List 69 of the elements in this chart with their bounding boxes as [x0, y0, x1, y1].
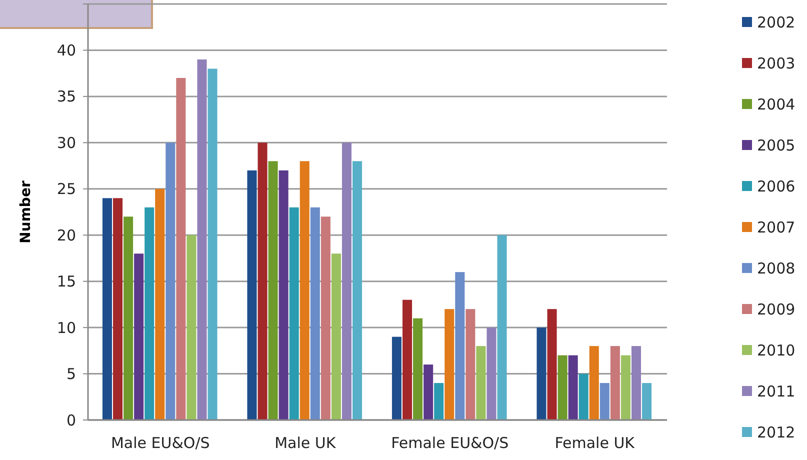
- bar: [331, 254, 341, 420]
- y-tick-label: 20: [56, 226, 76, 244]
- bar: [176, 78, 186, 420]
- bar: [268, 161, 278, 420]
- y-tick-label: 10: [56, 318, 76, 337]
- legend-label: 2011: [757, 382, 796, 400]
- bar: [134, 254, 144, 420]
- bar: [620, 355, 630, 420]
- bar: [166, 142, 176, 420]
- bar: [197, 59, 207, 420]
- bar: [568, 355, 578, 420]
- bar: [424, 364, 434, 420]
- y-tick-label: 30: [56, 134, 76, 152]
- y-axis-title: Number: [18, 180, 34, 244]
- bar: [413, 318, 423, 420]
- legend-label: 2010: [757, 341, 796, 360]
- bar: [124, 216, 134, 420]
- bar: [186, 235, 196, 420]
- bar: [642, 383, 652, 420]
- legend-label: 2008: [757, 259, 796, 278]
- bar: [247, 170, 257, 420]
- legend-label: 2002: [757, 13, 796, 32]
- y-tick-label: 40: [56, 41, 76, 60]
- bar: [258, 142, 268, 420]
- bar: [402, 300, 412, 420]
- y-tick-label: 35: [56, 88, 76, 106]
- bar: [102, 198, 112, 420]
- x-tick-label: Female EU&O/S: [391, 434, 509, 452]
- x-tick-label: Male EU&O/S: [110, 434, 210, 452]
- bar: [278, 170, 288, 420]
- bar: [155, 188, 165, 420]
- x-tick-label: Male UK: [274, 434, 337, 452]
- bar: [310, 207, 320, 420]
- bar: [444, 309, 454, 420]
- legend-label: 2007: [757, 218, 796, 236]
- bar: [300, 161, 310, 420]
- bar: [631, 346, 641, 420]
- bar: [342, 142, 352, 420]
- legend-label: 2005: [757, 136, 796, 154]
- bar: [600, 383, 610, 420]
- bar: [320, 216, 330, 420]
- y-tick-label: 0: [66, 411, 76, 430]
- bar: [497, 235, 507, 420]
- bar: [610, 346, 620, 420]
- bar: [547, 309, 557, 420]
- bar: [466, 309, 476, 420]
- legend-label: 2012: [757, 423, 796, 442]
- bar: [434, 383, 444, 420]
- y-tick-label: 25: [56, 180, 76, 198]
- bar: [392, 336, 402, 420]
- bar: [208, 68, 218, 420]
- y-tick-label: 15: [56, 272, 76, 291]
- bar: [536, 328, 546, 420]
- legend-label: 2003: [757, 54, 796, 72]
- bar: [352, 161, 362, 420]
- bar: [589, 346, 599, 420]
- bar: [455, 272, 465, 420]
- y-tick-label: 5: [66, 365, 76, 384]
- bar: [289, 207, 299, 420]
- x-tick-label: Female UK: [554, 434, 636, 452]
- legend-label: 2009: [757, 300, 796, 318]
- bar: [578, 374, 588, 420]
- legend-label: 2006: [757, 177, 796, 196]
- bar: [144, 207, 154, 420]
- bar: [113, 198, 123, 420]
- bar: [558, 355, 568, 420]
- legend-label: 2004: [757, 95, 796, 114]
- bar: [486, 328, 496, 420]
- bar: [476, 346, 486, 420]
